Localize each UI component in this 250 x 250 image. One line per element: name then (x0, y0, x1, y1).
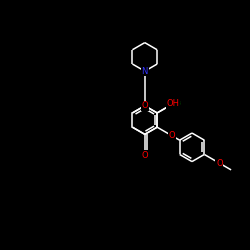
Text: O: O (169, 131, 175, 140)
Text: N: N (142, 67, 148, 76)
Text: OH: OH (167, 99, 180, 108)
Text: O: O (216, 158, 223, 168)
Text: O: O (142, 151, 148, 160)
Text: O: O (142, 101, 148, 110)
Text: CF₃: CF₃ (169, 98, 182, 107)
